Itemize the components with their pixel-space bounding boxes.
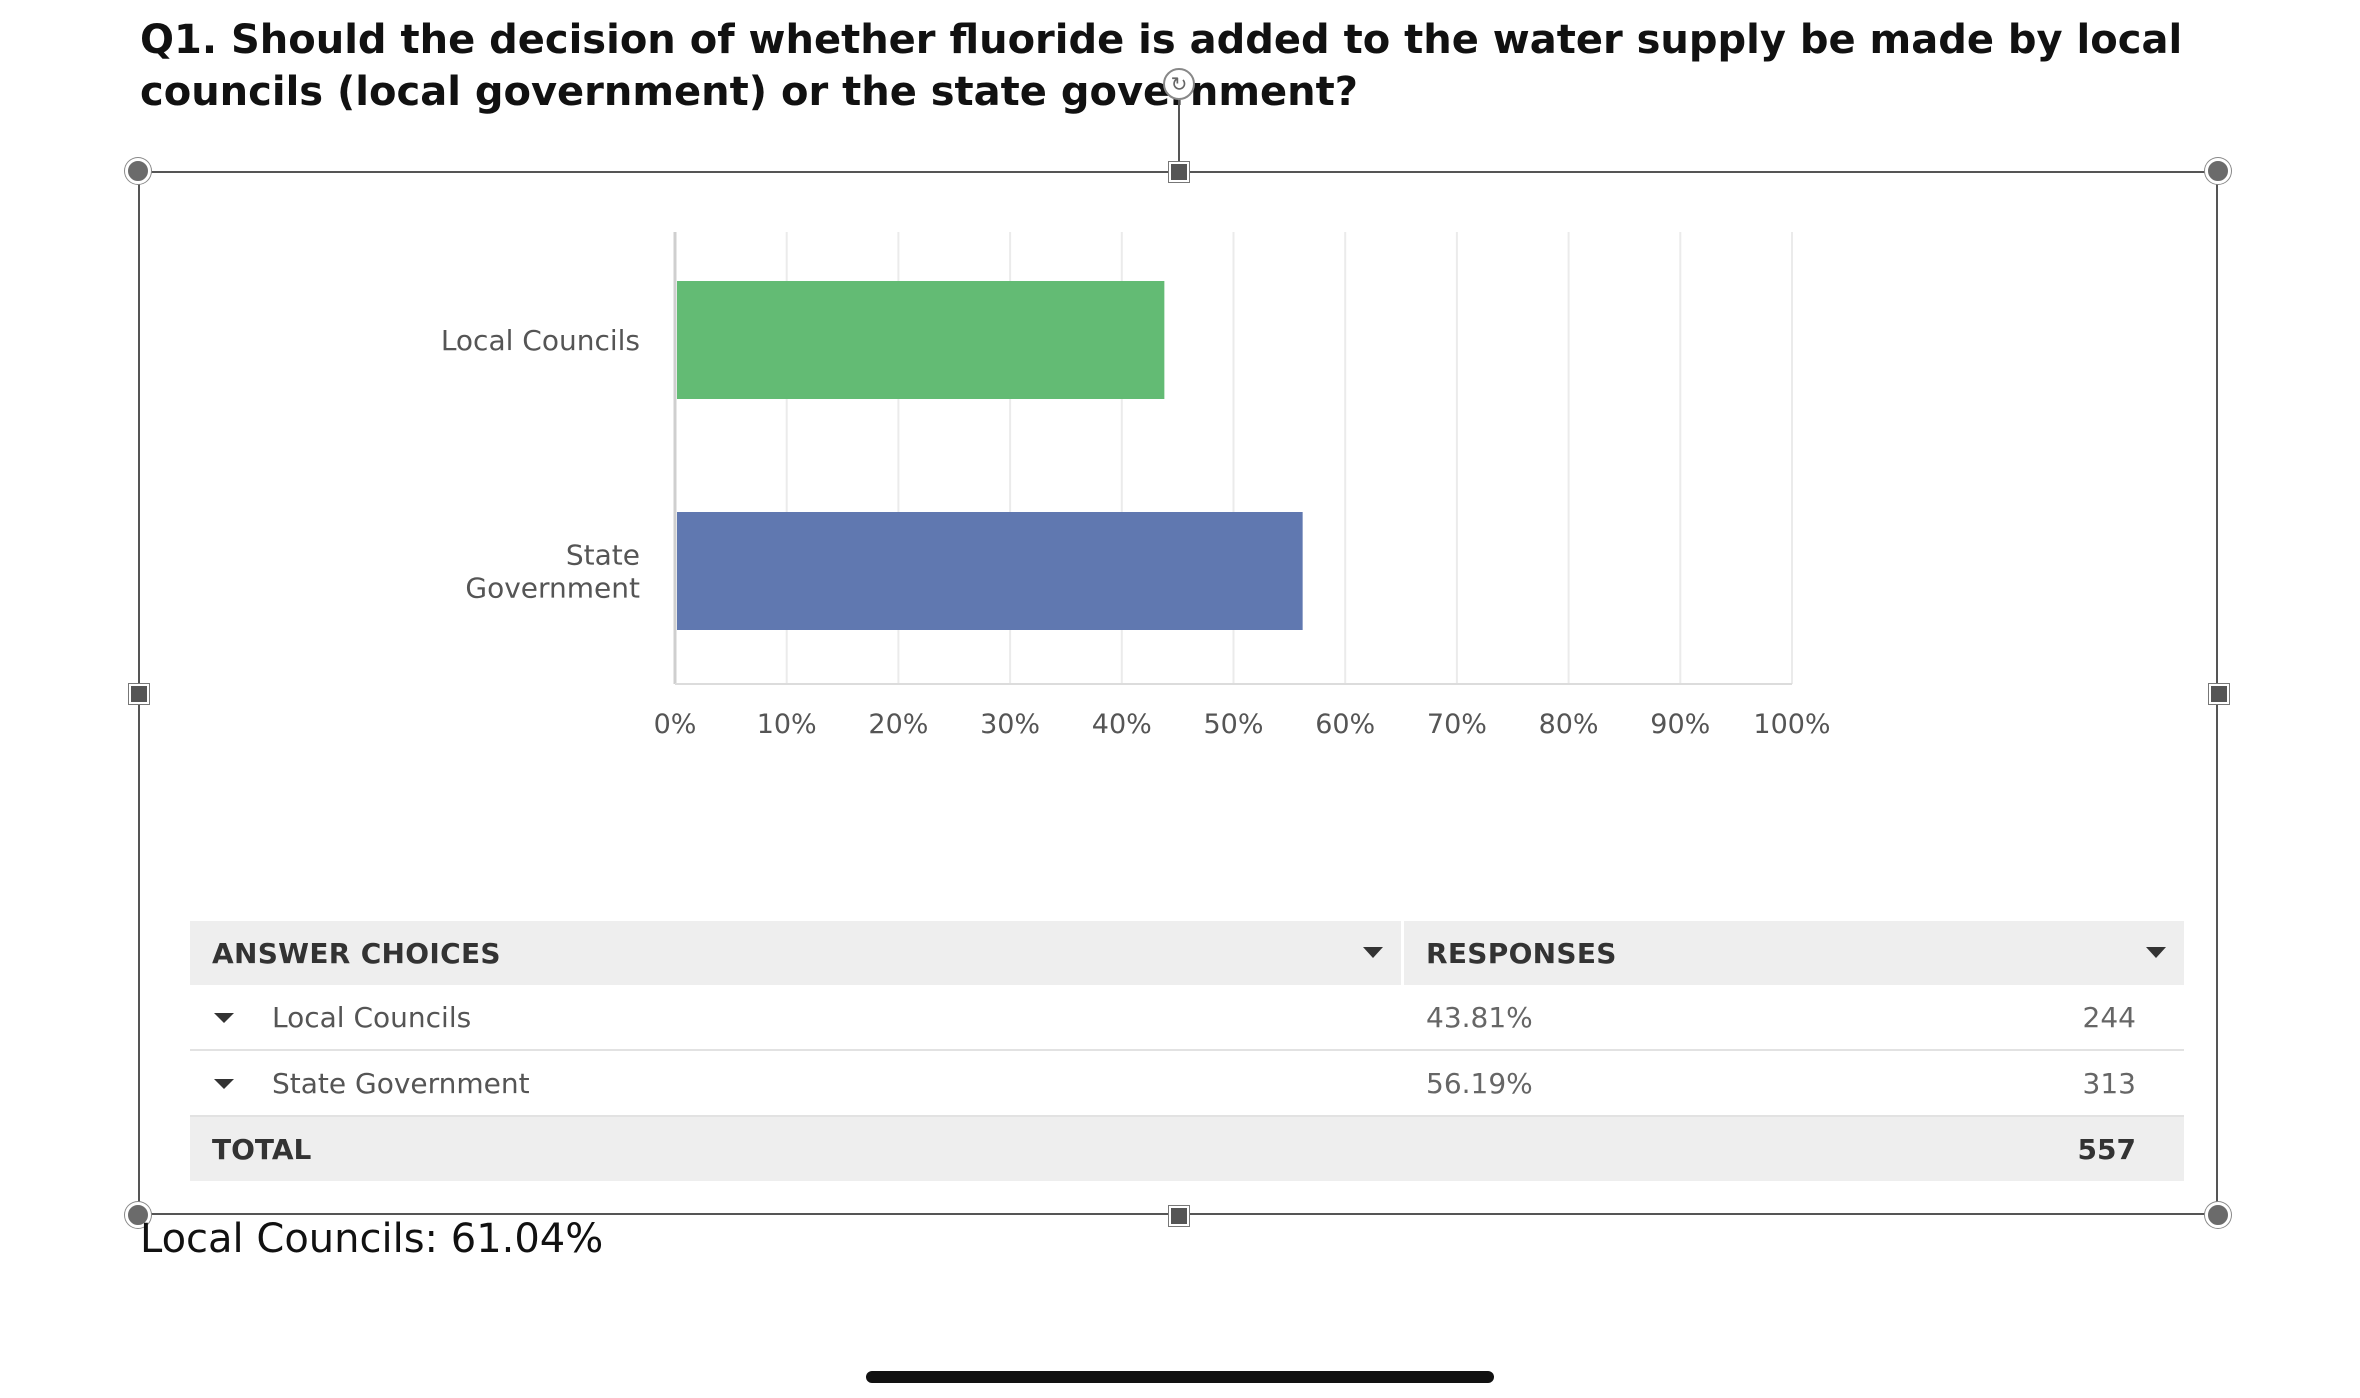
x-tick-label: 10%	[757, 709, 817, 740]
resize-handle-left[interactable]	[129, 684, 149, 704]
x-tick-label: 20%	[868, 709, 928, 740]
table-header: ANSWER CHOICES RESPONSES	[190, 921, 2184, 985]
response-count: 244	[2082, 1000, 2136, 1034]
resize-handle-bottom-left[interactable]	[125, 1202, 151, 1228]
rotate-icon[interactable]: ↻	[1163, 68, 1195, 100]
caption-text: Local Councils: 61.04%	[140, 1216, 604, 1262]
resize-handle-top-left[interactable]	[125, 158, 151, 184]
x-tick-label: 80%	[1539, 709, 1599, 740]
sort-caret-icon[interactable]	[1363, 947, 1383, 958]
category-label: State Government	[465, 539, 640, 605]
bar	[677, 512, 1303, 630]
choice-label: State Government	[272, 1066, 530, 1100]
x-tick-label: 60%	[1315, 709, 1375, 740]
x-tick-label: 40%	[1092, 709, 1152, 740]
x-tick-label: 30%	[980, 709, 1040, 740]
choice-label: Local Councils	[272, 1000, 472, 1034]
response-percent: 43.81%	[1426, 1000, 1533, 1034]
responses-header[interactable]: RESPONSES	[1426, 936, 1617, 970]
resize-handle-top-right[interactable]	[2205, 158, 2231, 184]
rotate-connector	[1178, 98, 1180, 172]
x-tick-label: 0%	[654, 709, 697, 740]
x-tick-label: 100%	[1753, 709, 1830, 740]
resize-handle-bottom-right[interactable]	[2205, 1202, 2231, 1228]
response-percent: 56.19%	[1426, 1066, 1533, 1100]
total-value: 557	[2077, 1132, 2136, 1166]
resize-handle-top[interactable]	[1169, 162, 1189, 182]
x-tick-label: 90%	[1650, 709, 1710, 740]
table-row: Local Councils 43.81% 244	[190, 985, 2184, 1051]
resize-handle-right[interactable]	[2209, 684, 2229, 704]
sort-caret-icon[interactable]	[2146, 947, 2166, 958]
question-title: Q1. Should the decision of whether fluor…	[140, 17, 2183, 115]
bar	[677, 281, 1165, 399]
category-label: Local Councils	[441, 324, 640, 357]
bar-chart: 0% 10% 20% 30% 40% 50% 60% 70% 80% 90% 100% Local C…	[441, 232, 1831, 740]
table-row: State Government 56.19% 313	[190, 1051, 2184, 1117]
answer-choices-header[interactable]: ANSWER CHOICES	[212, 936, 501, 970]
response-count: 313	[2082, 1066, 2136, 1100]
total-label: TOTAL	[212, 1132, 312, 1166]
resize-handle-bottom[interactable]	[1169, 1206, 1189, 1226]
x-tick-label: 50%	[1203, 709, 1263, 740]
table-total-row: TOTAL 557	[190, 1117, 2184, 1181]
x-tick-label: 70%	[1427, 709, 1487, 740]
home-indicator[interactable]	[866, 1371, 1494, 1383]
expand-caret-icon[interactable]	[214, 1013, 234, 1023]
responses-table: ANSWER CHOICES RESPONSES Local Councils …	[190, 921, 2184, 1181]
expand-caret-icon[interactable]	[214, 1079, 234, 1089]
